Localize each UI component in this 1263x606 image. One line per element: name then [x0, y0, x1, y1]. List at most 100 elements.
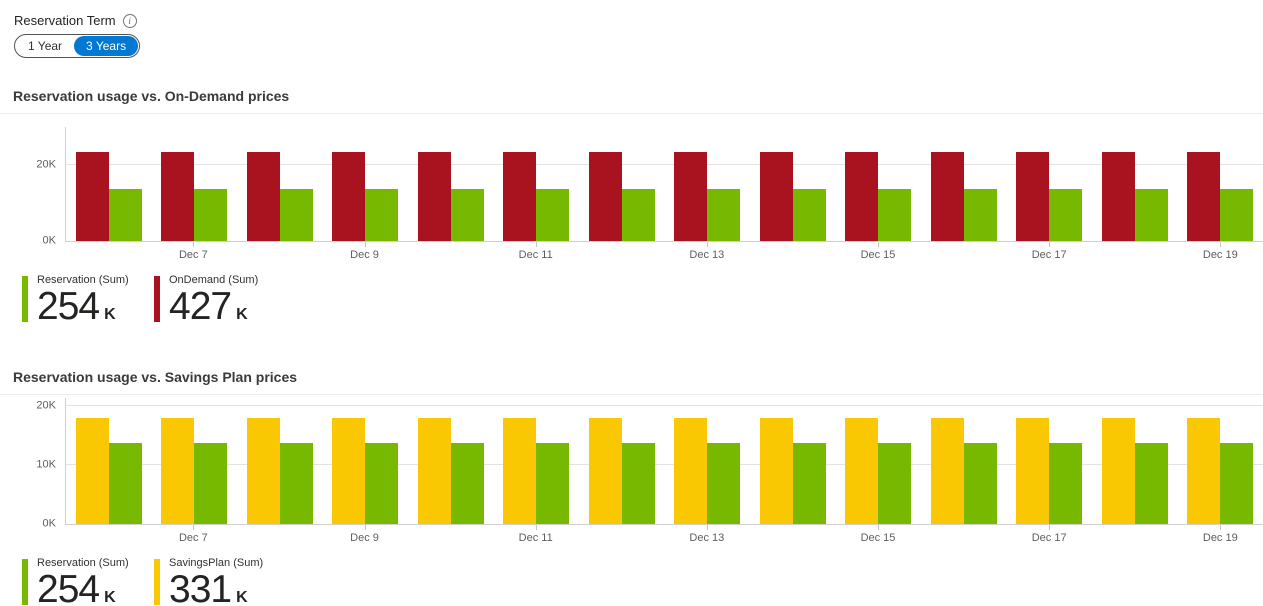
bar-ondemand[interactable] — [588, 152, 622, 241]
legend-unit: K — [236, 306, 248, 323]
x-axis: Dec 7 Dec 9 Dec 11 Dec 13 Dec 15 Dec 17 Dec 19 — [0, 525, 1263, 547]
bar-savingsplan[interactable] — [845, 418, 879, 524]
bar-reservation[interactable] — [792, 188, 826, 241]
bar-ondemand[interactable] — [930, 152, 964, 241]
bar-reservation[interactable] — [279, 443, 313, 524]
bar-reservation[interactable] — [1049, 188, 1083, 241]
legend: Reservation (Sum) 254 K OnDemand (Sum) 4… — [22, 273, 1263, 327]
bar-savingsplan[interactable] — [75, 418, 109, 524]
legend-unit: K — [104, 589, 116, 606]
bar-reservation[interactable] — [536, 188, 570, 241]
bar-ondemand[interactable] — [1016, 152, 1050, 241]
bar-group — [750, 127, 836, 241]
bar-reservation[interactable] — [792, 443, 826, 524]
bar-group — [836, 127, 922, 241]
bar-reservation[interactable] — [194, 188, 228, 241]
bar-savingsplan[interactable] — [503, 418, 537, 524]
bar-group — [921, 398, 1007, 524]
bar-savingsplan[interactable] — [161, 418, 195, 524]
x-axis-cell: Dec 15 — [835, 525, 921, 547]
bar-savingsplan[interactable] — [1187, 418, 1221, 524]
y-axis: 0K 10K 20K — [0, 398, 65, 529]
bar-ondemand[interactable] — [759, 152, 793, 241]
bar-group — [750, 398, 836, 524]
bar-ondemand[interactable] — [503, 152, 537, 241]
bar-savingsplan[interactable] — [674, 418, 708, 524]
bar-group — [1007, 127, 1093, 241]
bar-ondemand[interactable] — [1101, 152, 1135, 241]
info-icon[interactable]: i — [122, 13, 137, 28]
bar-reservation[interactable] — [878, 188, 912, 241]
bar-savingsplan[interactable] — [1101, 418, 1135, 524]
bar-group — [66, 398, 152, 524]
bar-ondemand[interactable] — [1187, 152, 1221, 241]
bar-savingsplan[interactable] — [417, 418, 451, 524]
x-axis-tick — [1049, 242, 1051, 247]
bar-reservation[interactable] — [963, 188, 997, 241]
x-axis-tick-label: Dec 15 — [860, 532, 896, 544]
bar-reservation[interactable] — [108, 188, 142, 241]
term-toggle: 1 Year 3 Years — [14, 34, 141, 58]
legend: Reservation (Sum) 254 K SavingsPlan (Sum… — [22, 556, 1263, 606]
bar-savingsplan[interactable] — [332, 418, 366, 524]
legend-label: Reservation (Sum) — [37, 274, 129, 286]
bar-group — [323, 398, 409, 524]
bar-reservation[interactable] — [194, 443, 228, 524]
bar-group — [152, 398, 238, 524]
chart-title: Reservation usage vs. Savings Plan price… — [13, 369, 298, 385]
bar-ondemand[interactable] — [75, 152, 109, 241]
bar-reservation[interactable] — [279, 188, 313, 241]
bar-ondemand[interactable] — [845, 152, 879, 241]
legend-swatch-ondemand — [154, 276, 160, 322]
bar-reservation[interactable] — [1134, 443, 1168, 524]
bar-reservation[interactable] — [450, 188, 484, 241]
legend-unit: K — [236, 589, 248, 606]
bar-group — [408, 127, 494, 241]
bar-savingsplan[interactable] — [588, 418, 622, 524]
x-axis-tick-label: Dec 17 — [1031, 249, 1067, 261]
x-axis-tick-label: Dec 9 — [350, 249, 379, 261]
legend-swatch-reservation — [22, 559, 28, 605]
bar-savingsplan[interactable] — [759, 418, 793, 524]
bar-savingsplan[interactable] — [246, 418, 280, 524]
x-axis-tick — [706, 525, 708, 530]
bar-ondemand[interactable] — [246, 152, 280, 241]
bar-group — [579, 127, 665, 241]
bar-reservation[interactable] — [1220, 443, 1254, 524]
bar-reservation[interactable] — [707, 188, 741, 241]
bar-ondemand[interactable] — [332, 152, 366, 241]
bar-ondemand[interactable] — [674, 152, 708, 241]
bar-reservation[interactable] — [108, 443, 142, 524]
chart-ondemand-section: Reservation usage vs. On-Demand prices 0… — [0, 88, 1263, 327]
x-axis-tick — [535, 525, 537, 530]
x-axis-cell: Dec 7 — [151, 242, 237, 264]
bar-reservation[interactable] — [621, 188, 655, 241]
bar-reservation[interactable] — [878, 443, 912, 524]
y-axis: 0K 20K — [0, 127, 65, 246]
bar-ondemand[interactable] — [417, 152, 451, 241]
bar-ondemand[interactable] — [161, 152, 195, 241]
bar-reservation[interactable] — [621, 443, 655, 524]
bar-reservation[interactable] — [707, 443, 741, 524]
bar-reservation[interactable] — [1220, 188, 1254, 241]
bar-reservation[interactable] — [1049, 443, 1083, 524]
toggle-option-1-year[interactable]: 1 Year — [28, 39, 63, 53]
bar-group — [579, 398, 665, 524]
x-axis-cell: Dec 19 — [1178, 525, 1263, 547]
bar-reservation[interactable] — [1134, 188, 1168, 241]
bar-reservation[interactable] — [365, 188, 399, 241]
x-axis-cell: Dec 15 — [835, 242, 921, 264]
bar-reservation[interactable] — [536, 443, 570, 524]
bar-savingsplan[interactable] — [930, 418, 964, 524]
bar-reservation[interactable] — [365, 443, 399, 524]
bar-savingsplan[interactable] — [1016, 418, 1050, 524]
x-axis-tick-label: Dec 19 — [1202, 249, 1238, 261]
toggle-option-3-years[interactable]: 3 Years — [74, 36, 139, 56]
x-axis-tick-label: Dec 19 — [1202, 532, 1238, 544]
x-axis-tick — [364, 525, 366, 530]
x-axis-tick-label: Dec 9 — [350, 532, 379, 544]
bar-reservation[interactable] — [450, 443, 484, 524]
bar-reservation[interactable] — [963, 443, 997, 524]
reservation-term-label: Reservation Term — [14, 13, 116, 28]
x-axis-tick — [364, 242, 366, 247]
